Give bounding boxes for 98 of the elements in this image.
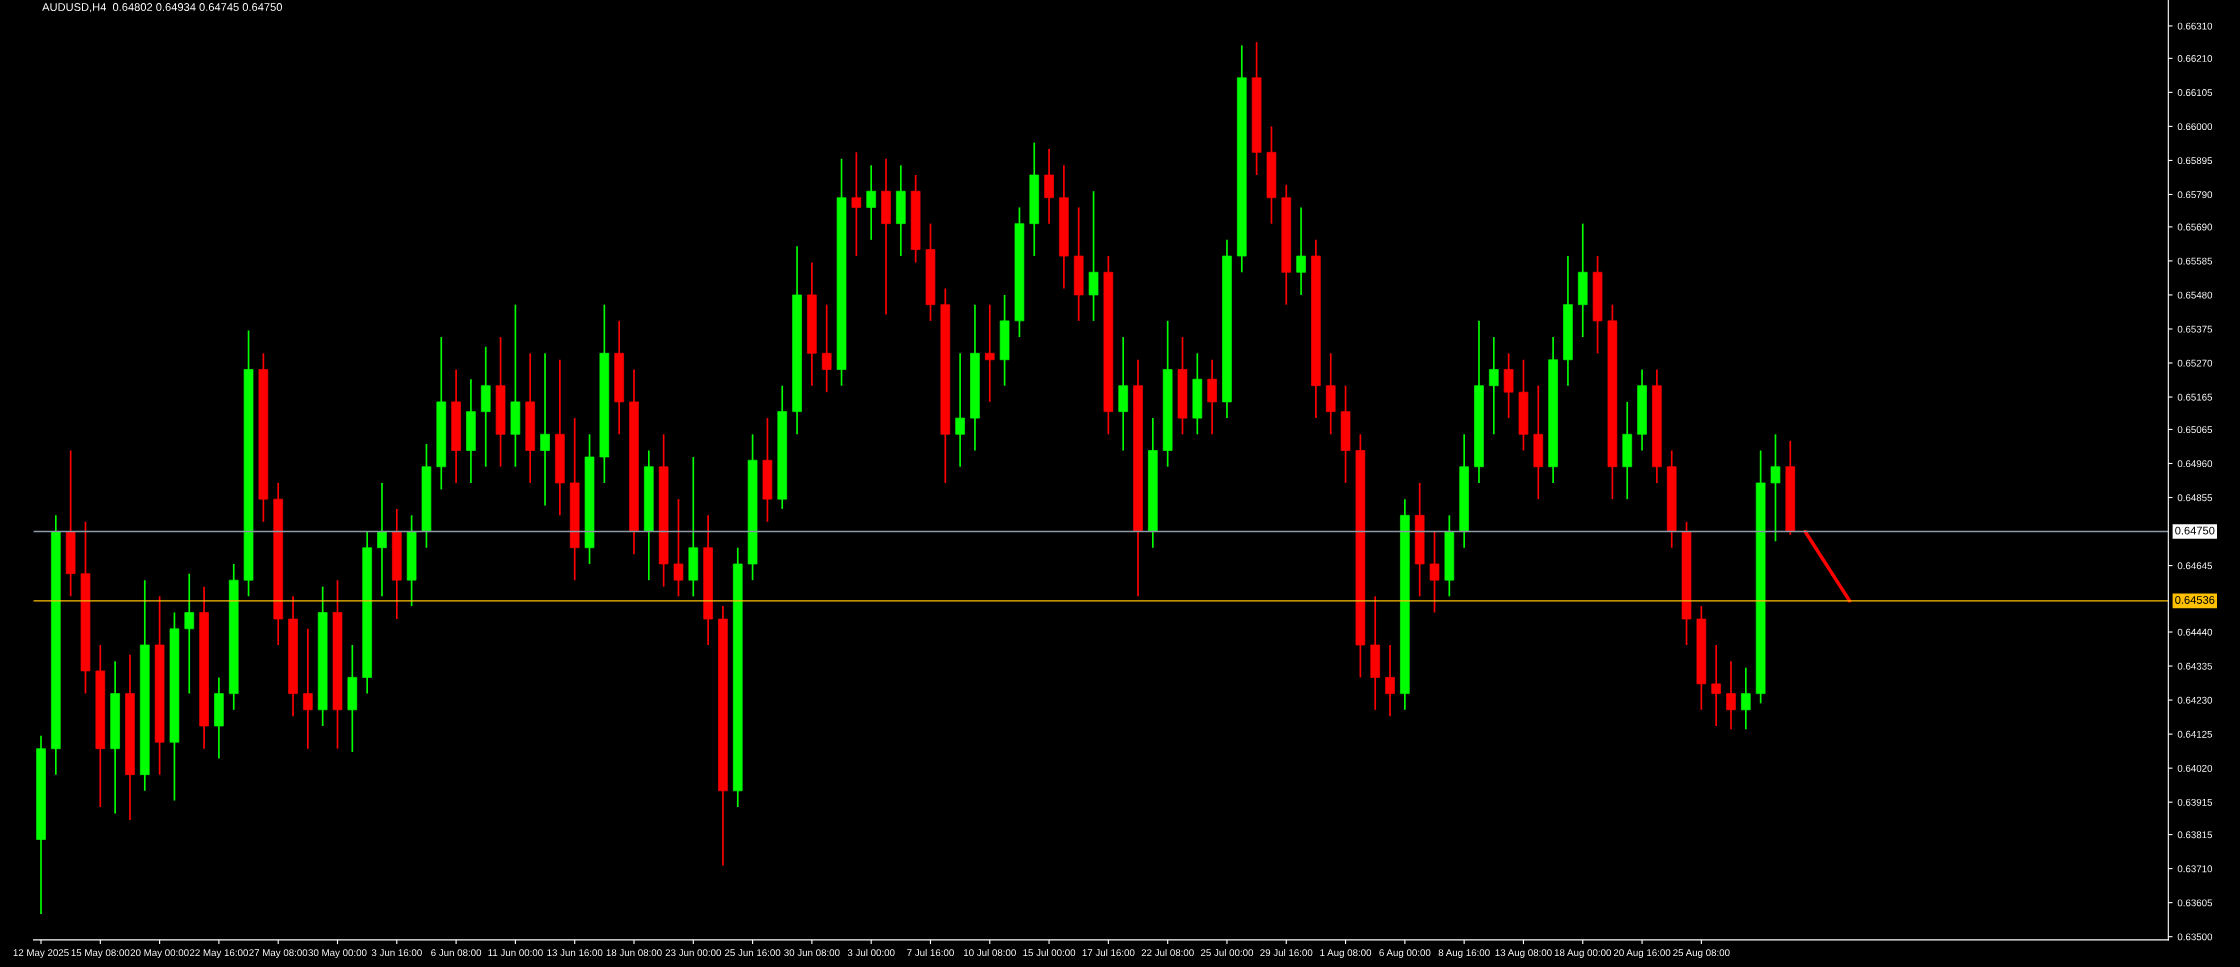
x-tick-label: 17 Jul 16:00	[1082, 948, 1135, 957]
x-tick-label: 13 Jun 16:00	[547, 949, 603, 957]
x-tick-label: 1 Aug 08:00	[1320, 949, 1372, 959]
y-tick-label: 0.64855	[2177, 494, 2213, 502]
candlestick	[1607, 303, 1618, 500]
y-tick-label: 0.65065	[2177, 426, 2213, 434]
y-tick-label: 0.66310	[2177, 22, 2213, 30]
x-tick-label: 6 Jun 08:00	[431, 949, 482, 957]
candlestick	[1681, 520, 1692, 646]
x-tick-label: 3 Jul 00:00	[847, 948, 895, 957]
x-tick-label: 30 May 00:00	[308, 949, 367, 959]
candlestick	[332, 579, 343, 750]
x-tick-label: 7 Jul 16:00	[907, 948, 954, 957]
candlestick	[1770, 433, 1781, 543]
y-tick-label: 0.66210	[2177, 55, 2213, 62]
x-tick-label: 8 Aug 16:00	[1438, 949, 1490, 959]
x-tick-label: 15 Jul 00:00	[1023, 948, 1076, 957]
candlestick	[747, 433, 758, 581]
candlestick	[1444, 514, 1455, 598]
candlestick	[584, 433, 595, 565]
y-tick-label: 0.63710	[2177, 865, 2213, 873]
candlestick	[1429, 530, 1440, 614]
x-tick-label: 3 Jun 16:00	[371, 949, 422, 957]
x-tick-label: 20 Aug 16:00	[1613, 949, 1671, 959]
x-tick-label: 25 Jul 00:00	[1200, 948, 1254, 957]
ref-line-label: 0.64536	[2175, 596, 2215, 604]
candlestick	[1696, 605, 1707, 711]
candlestick	[836, 157, 847, 387]
x-tick-label: 11 Jun 00:00	[488, 949, 543, 957]
candlestick	[910, 174, 921, 264]
candlestick	[421, 443, 432, 549]
y-tick-label: 0.65690	[2177, 223, 2213, 231]
x-tick-label: 12 May 2025	[13, 949, 69, 959]
candlestick	[762, 417, 773, 523]
x-tick-label: 25 Jun 16:00	[724, 949, 781, 957]
candlestick	[406, 514, 417, 607]
x-tick-label: 23 Jun 00:00	[665, 949, 722, 957]
y-tick-label: 0.63500	[2177, 933, 2213, 941]
y-tick-label: 0.65375	[2177, 325, 2213, 333]
x-tick-label: 25 Aug 08:00	[1673, 949, 1730, 959]
x-tick-label: 15 May 08:00	[71, 949, 130, 959]
x-tick-label: 6 Aug 00:00	[1379, 949, 1431, 959]
candlestick	[495, 336, 506, 468]
candlestick	[599, 303, 610, 484]
ref-line-label: 0.64750	[2175, 526, 2215, 535]
candlestick	[1266, 125, 1277, 225]
y-tick-label: 0.64230	[2177, 696, 2213, 704]
x-tick-label: 13 Aug 08:00	[1495, 949, 1552, 959]
y-tick-label: 0.65895	[2177, 157, 2213, 165]
candlestick	[1518, 358, 1529, 452]
y-tick-label: 0.66000	[2177, 123, 2213, 131]
x-tick-label: 18 Jun 08:00	[606, 949, 662, 957]
candlestick	[1355, 433, 1366, 679]
y-tick-label: 0.63915	[2177, 798, 2213, 806]
candlestick	[1503, 352, 1514, 419]
chart-title: AUDUSD,H4 0.64802 0.64934 0.64745 0.64750	[42, 3, 282, 13]
y-tick-label: 0.66105	[2177, 89, 2213, 96]
candlestick	[925, 222, 936, 322]
candlestick	[65, 449, 76, 598]
y-tick-label: 0.63815	[2177, 831, 2213, 839]
x-tick-label: 10 Jul 08:00	[964, 948, 1016, 957]
y-tick-label: 0.65165	[2177, 393, 2213, 401]
y-tick-label: 0.63605	[2177, 899, 2213, 907]
candlestick	[1340, 384, 1351, 484]
y-tick-label: 0.64960	[2177, 460, 2213, 468]
candlestick	[658, 433, 669, 588]
candlestick	[169, 611, 180, 802]
x-tick-label: 29 Jul 16:00	[1260, 948, 1313, 957]
y-tick-label: 0.64335	[2177, 662, 2213, 670]
x-tick-label: 18 Aug 00:00	[1554, 949, 1612, 959]
candlestick	[1103, 255, 1114, 436]
y-tick-label: 0.65585	[2177, 257, 2213, 265]
y-tick-label: 0.64125	[2177, 730, 2213, 738]
y-tick-label: 0.64440	[2177, 628, 2213, 636]
x-tick-label: 22 May 16:00	[189, 949, 248, 959]
y-tick-label: 0.65790	[2177, 191, 2213, 199]
candlestick	[154, 595, 165, 776]
y-tick-label: 0.65480	[2177, 291, 2213, 299]
candlestick	[80, 520, 91, 695]
x-tick-label: 27 May 08:00	[249, 949, 308, 959]
candlestick	[258, 352, 269, 523]
candlestick	[1251, 41, 1262, 176]
y-tick-label: 0.64645	[2177, 562, 2213, 570]
candlestick	[1014, 206, 1025, 338]
candlestick	[510, 303, 521, 468]
candlestick	[673, 498, 684, 598]
x-tick-label: 22 Jul 08:00	[1141, 948, 1194, 957]
candlestick	[999, 294, 1010, 387]
candlestick	[1088, 190, 1099, 322]
x-tick-label: 20 May 00:00	[130, 949, 189, 959]
candlestick	[1592, 255, 1603, 355]
y-tick-label: 0.65270	[2177, 359, 2213, 367]
candlestick	[851, 151, 862, 257]
y-tick-label: 0.64020	[2177, 764, 2213, 772]
candlestick	[243, 329, 254, 598]
candlestick	[1177, 336, 1188, 436]
candlestick	[1755, 449, 1766, 705]
x-tick-label: 30 Jun 08:00	[784, 949, 840, 957]
